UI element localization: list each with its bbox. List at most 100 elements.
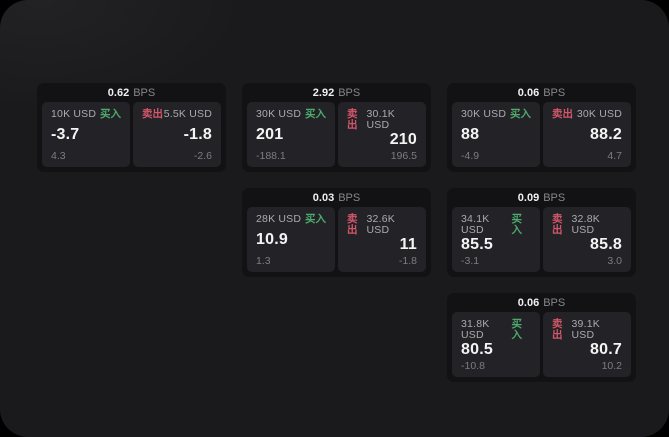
sell-panel-top: 卖出 32.8K USD	[552, 214, 622, 235]
buy-notional: 34.1K USD	[461, 213, 490, 236]
bps-spread-value: 0.03	[312, 191, 335, 204]
sell-sub-value: -2.6	[193, 149, 212, 162]
buy-price: -3.7	[51, 126, 80, 143]
buy-panel[interactable]: 30K USD 买入 201 -188.1	[247, 102, 335, 167]
quote-panels: 31.8K USD 买入 80.5 -10.8 卖出 39.1K USD 80.…	[452, 312, 631, 377]
sell-panel-top: 卖出 30.1K USD	[347, 109, 417, 130]
quote-panels: 30K USD 买入 88 -4.9 卖出 30K USD 88.2 4.7	[452, 102, 631, 167]
sell-price: 88.2	[590, 126, 622, 143]
sell-sub-value: 196.5	[390, 149, 417, 162]
bps-spread-value: 2.92	[312, 86, 335, 99]
sell-sub-value: -1.8	[398, 254, 417, 267]
sell-price: 85.8	[590, 236, 622, 254]
card-header: 0.03 BPS	[247, 188, 426, 207]
sell-notional: 39.1K USD	[571, 318, 600, 341]
sell-sub-value: 4.7	[607, 149, 622, 162]
bps-unit-label: BPS	[338, 191, 361, 204]
quote-card: 2.92 BPS 30K USD 买入 201 -188.1 卖出 30.1K …	[242, 83, 431, 172]
buy-sub-value: -188.1	[256, 149, 286, 162]
sell-panel-top: 卖出 30K USD	[552, 109, 622, 120]
quote-panels: 28K USD 买入 10.9 1.3 卖出 32.6K USD 11 -1.8	[247, 207, 426, 272]
quote-card: 0.62 BPS 10K USD 买入 -3.7 4.3 卖出 5.5K USD…	[37, 83, 226, 172]
buy-notional: 28K USD	[256, 213, 302, 225]
sell-side-label: 卖出	[552, 213, 563, 236]
sell-notional: 32.8K USD	[571, 213, 600, 236]
sell-sub-value: 10.2	[601, 359, 622, 372]
sell-panel-top: 卖出 32.6K USD	[347, 214, 417, 235]
bps-unit-label: BPS	[338, 86, 361, 99]
sell-side-label: 卖出	[142, 108, 163, 120]
card-header: 0.06 BPS	[452, 293, 631, 312]
sell-sub-value: 3.0	[607, 254, 622, 267]
buy-price: 80.5	[461, 341, 493, 359]
sell-price: 210	[389, 131, 417, 149]
quote-card: 0.09 BPS 34.1K USD 买入 85.5 -3.1 卖出 32.8K…	[447, 188, 636, 277]
sell-panel-top: 卖出 5.5K USD	[142, 109, 212, 120]
bps-unit-label: BPS	[543, 191, 566, 204]
sell-side-label: 卖出	[347, 108, 358, 131]
sell-price: 11	[399, 236, 417, 254]
buy-side-label: 买入	[510, 108, 531, 120]
sell-panel[interactable]: 卖出 32.8K USD 85.8 3.0	[543, 207, 631, 272]
quote-card: 0.03 BPS 28K USD 买入 10.9 1.3 卖出 32.6K US…	[242, 188, 431, 277]
buy-panel-top: 28K USD 买入	[256, 214, 326, 225]
buy-side-label: 买入	[305, 108, 326, 120]
quote-cards-grid: 0.62 BPS 10K USD 买入 -3.7 4.3 卖出 5.5K USD…	[37, 83, 636, 382]
buy-notional: 31.8K USD	[461, 318, 490, 341]
buy-panel-top: 31.8K USD 买入	[461, 319, 531, 340]
sell-panel[interactable]: 卖出 39.1K USD 80.7 10.2	[543, 312, 631, 377]
buy-side-label: 买入	[511, 318, 522, 341]
buy-panel[interactable]: 28K USD 买入 10.9 1.3	[247, 207, 335, 272]
sell-notional: 30K USD	[576, 108, 622, 120]
buy-panel[interactable]: 10K USD 买入 -3.7 4.3	[42, 102, 130, 167]
card-header: 0.09 BPS	[452, 188, 631, 207]
bps-spread-value: 0.06	[517, 296, 540, 309]
sell-notional: 32.6K USD	[366, 213, 395, 236]
card-header: 2.92 BPS	[247, 83, 426, 102]
bps-unit-label: BPS	[133, 86, 156, 99]
card-header: 0.06 BPS	[452, 83, 631, 102]
buy-panel[interactable]: 31.8K USD 买入 80.5 -10.8	[452, 312, 540, 377]
buy-panel-top: 30K USD 买入	[461, 109, 531, 120]
quote-card: 0.06 BPS 30K USD 买入 88 -4.9 卖出 30K USD 8…	[447, 83, 636, 172]
sell-panel-top: 卖出 39.1K USD	[552, 319, 622, 340]
quote-card: 0.06 BPS 31.8K USD 买入 80.5 -10.8 卖出 39.1…	[447, 293, 636, 382]
buy-sub-value: -3.1	[461, 254, 480, 267]
buy-price: 88	[461, 126, 480, 143]
buy-panel-top: 10K USD 买入	[51, 109, 121, 120]
buy-sub-value: 1.3	[256, 254, 271, 267]
buy-sub-value: -4.9	[461, 149, 480, 162]
buy-panel[interactable]: 34.1K USD 买入 85.5 -3.1	[452, 207, 540, 272]
bps-unit-label: BPS	[543, 296, 566, 309]
card-header: 0.62 BPS	[42, 83, 221, 102]
buy-notional: 30K USD	[461, 108, 507, 120]
buy-side-label: 买入	[100, 108, 121, 120]
quote-panels: 34.1K USD 买入 85.5 -3.1 卖出 32.8K USD 85.8…	[452, 207, 631, 272]
buy-notional: 30K USD	[256, 108, 302, 120]
sell-panel[interactable]: 卖出 5.5K USD -1.8 -2.6	[133, 102, 221, 167]
sell-panel[interactable]: 卖出 30.1K USD 210 196.5	[338, 102, 426, 167]
buy-price: 85.5	[461, 236, 493, 254]
sell-panel[interactable]: 卖出 32.6K USD 11 -1.8	[338, 207, 426, 272]
buy-price: 201	[256, 126, 284, 143]
buy-panel[interactable]: 30K USD 买入 88 -4.9	[452, 102, 540, 167]
buy-sub-value: -10.8	[461, 359, 485, 372]
quote-panels: 10K USD 买入 -3.7 4.3 卖出 5.5K USD -1.8 -2.…	[42, 102, 221, 167]
bps-spread-value: 0.06	[517, 86, 540, 99]
buy-price: 10.9	[256, 231, 288, 248]
sell-side-label: 卖出	[347, 213, 358, 236]
buy-panel-top: 34.1K USD 买入	[461, 214, 531, 235]
quote-panels: 30K USD 买入 201 -188.1 卖出 30.1K USD 210 1…	[247, 102, 426, 167]
sell-panel[interactable]: 卖出 30K USD 88.2 4.7	[543, 102, 631, 167]
bps-spread-value: 0.62	[107, 86, 130, 99]
sell-side-label: 卖出	[552, 318, 563, 341]
buy-side-label: 买入	[305, 213, 326, 225]
buy-panel-top: 30K USD 买入	[256, 109, 326, 120]
buy-notional: 10K USD	[51, 108, 97, 120]
sell-notional: 5.5K USD	[163, 108, 212, 120]
sell-price: 80.7	[590, 341, 622, 359]
buy-sub-value: 4.3	[51, 149, 66, 162]
bps-unit-label: BPS	[543, 86, 566, 99]
bps-spread-value: 0.09	[517, 191, 540, 204]
